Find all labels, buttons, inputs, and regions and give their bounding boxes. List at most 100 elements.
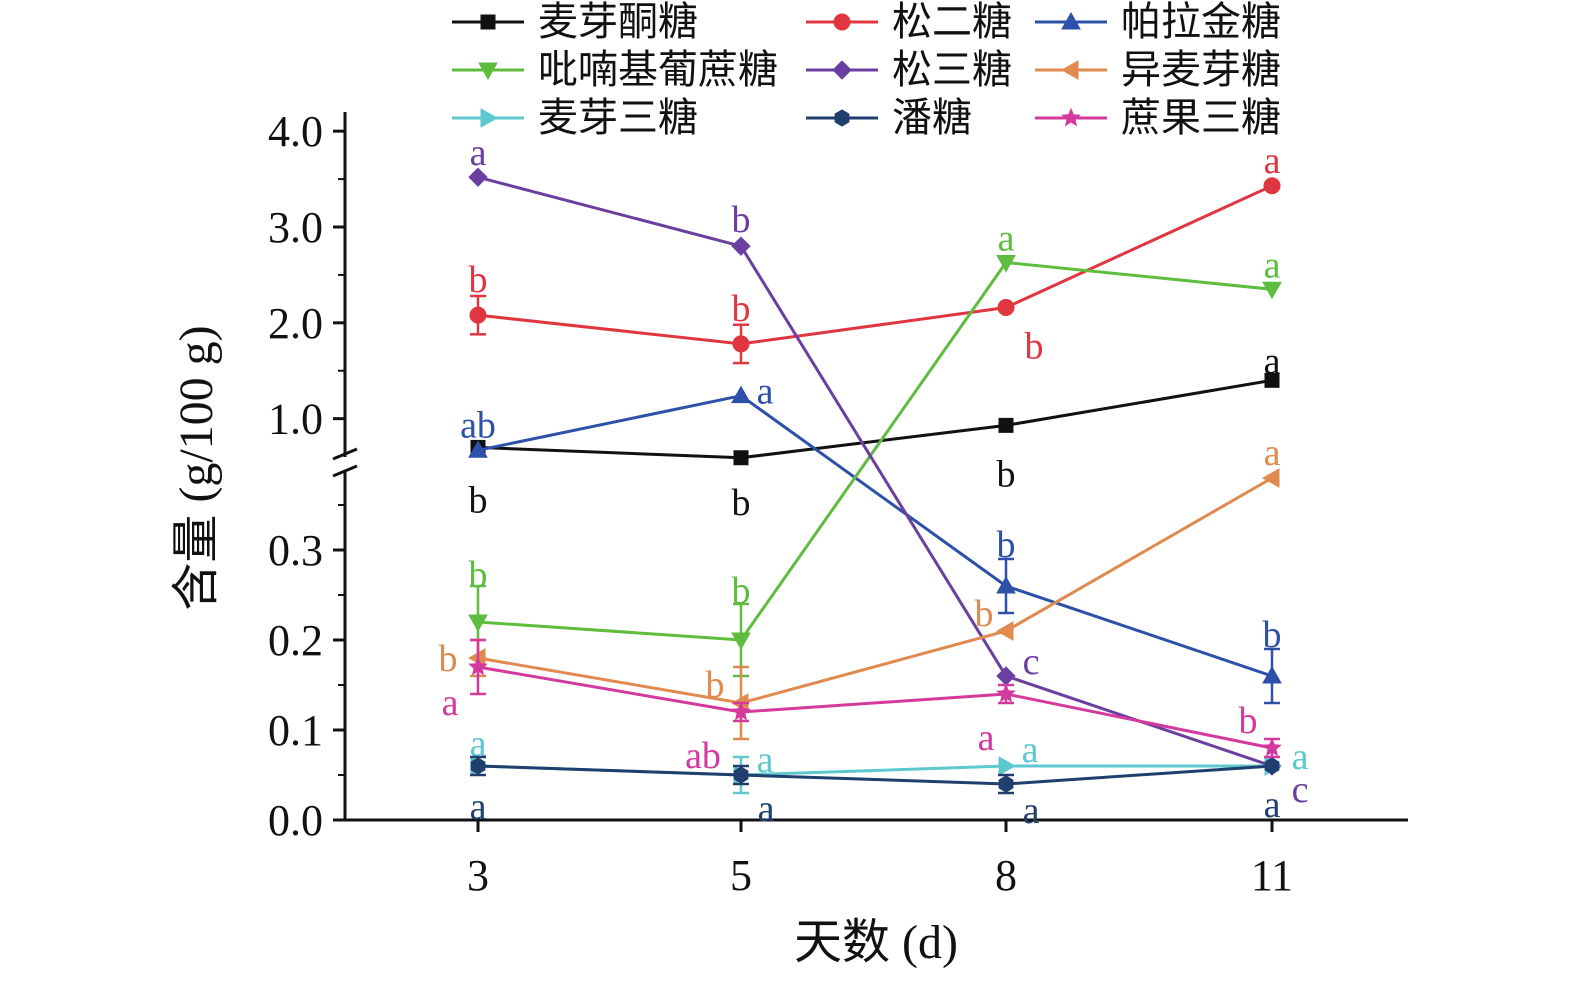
data-point bbox=[733, 450, 749, 466]
legend-item: 蔗果三糖 bbox=[1035, 95, 1281, 140]
significance-label: a bbox=[470, 132, 487, 174]
data-point bbox=[832, 60, 852, 80]
significance-label: a bbox=[1264, 244, 1281, 286]
data-point bbox=[1061, 11, 1081, 30]
series-line bbox=[477, 184, 1273, 346]
axis-break-line-lower bbox=[332, 464, 358, 478]
data-point bbox=[478, 62, 498, 81]
significance-label: b bbox=[732, 570, 751, 612]
series-line bbox=[477, 476, 1273, 705]
data-point bbox=[731, 385, 751, 404]
y-tick-label: 0.3 bbox=[268, 526, 323, 575]
significance-label: b bbox=[469, 259, 488, 301]
data-point bbox=[1060, 60, 1079, 80]
data-point bbox=[834, 109, 850, 127]
legend-item: 松三糖 bbox=[806, 47, 1012, 92]
data-point bbox=[731, 236, 751, 256]
data-point bbox=[998, 775, 1014, 793]
significance-label: a bbox=[1023, 790, 1040, 832]
data-point bbox=[480, 108, 499, 128]
series-line bbox=[477, 764, 1273, 786]
legend-label: 帕拉金糖 bbox=[1121, 0, 1281, 44]
significance-label: b bbox=[732, 482, 751, 524]
series-line bbox=[477, 378, 1273, 460]
significance-label: a bbox=[442, 682, 459, 724]
legend-label: 吡喃基葡蔗糖 bbox=[538, 47, 778, 92]
x-ticks: 3 5 8 11 bbox=[467, 820, 1293, 900]
legend-item: 麦芽三糖 bbox=[452, 95, 698, 140]
data-point bbox=[468, 440, 488, 458]
significance-label: b bbox=[1239, 700, 1258, 742]
significance-label: b bbox=[975, 593, 994, 635]
data-point bbox=[1264, 757, 1280, 775]
x-tick-label: 11 bbox=[1251, 851, 1293, 900]
significance-label: a bbox=[1022, 729, 1039, 771]
data-point bbox=[1262, 665, 1282, 684]
data-point bbox=[733, 766, 749, 784]
y-ticks: 0.0 0.1 0.2 0.3 1.0 2.0 3.0 4.0 bbox=[268, 107, 345, 845]
significance-label: ab bbox=[460, 404, 496, 446]
series-line bbox=[477, 665, 1273, 750]
y-tick-label: 0.0 bbox=[268, 796, 323, 845]
data-point bbox=[833, 13, 851, 31]
significance-label: a bbox=[978, 717, 995, 759]
y-tick-label: 3.0 bbox=[268, 203, 323, 252]
significance-label: b bbox=[732, 199, 751, 241]
series-2: b b b a bbox=[469, 140, 1281, 368]
y-tick-label: 0.1 bbox=[268, 706, 323, 755]
data-point bbox=[996, 254, 1016, 273]
data-point bbox=[1262, 737, 1282, 757]
significance-label: b bbox=[1025, 326, 1044, 368]
data-point bbox=[1264, 372, 1280, 388]
significance-label: c bbox=[1292, 769, 1309, 811]
y-tick-label: 4.0 bbox=[268, 107, 323, 156]
significance-label: b bbox=[439, 638, 458, 680]
significance-label: b bbox=[997, 453, 1016, 495]
data-point bbox=[1263, 177, 1281, 195]
significance-label: b bbox=[706, 664, 725, 706]
data-point bbox=[468, 167, 488, 187]
significance-label: b bbox=[732, 288, 751, 330]
axis-break-line-upper bbox=[332, 447, 358, 461]
data-point bbox=[480, 14, 496, 30]
axes: 0.0 0.1 0.2 0.3 1.0 2.0 3.0 4.0 3 5 8 11 bbox=[268, 107, 1408, 900]
significance-label: b bbox=[1263, 614, 1282, 656]
legend-item: 吡喃基葡蔗糖 bbox=[452, 47, 778, 92]
significance-label: a bbox=[757, 739, 774, 781]
data-point bbox=[995, 621, 1014, 641]
legend-label: 麦芽酮糖 bbox=[538, 0, 698, 44]
series-line bbox=[477, 394, 1273, 678]
significance-label: a bbox=[1264, 140, 1281, 182]
legend-label: 潘糖 bbox=[892, 95, 972, 140]
data-point bbox=[1262, 281, 1282, 300]
data-point bbox=[732, 335, 750, 353]
legend-item: 异麦芽糖 bbox=[1035, 47, 1281, 92]
significance-label: a bbox=[1264, 340, 1281, 382]
data-point bbox=[468, 656, 488, 676]
data-point bbox=[731, 632, 751, 651]
data-point bbox=[1061, 107, 1081, 127]
legend-item: 麦芽酮糖 bbox=[452, 0, 698, 44]
legend-item: 帕拉金糖 bbox=[1035, 0, 1281, 44]
significance-label: c bbox=[1023, 641, 1040, 683]
data-point bbox=[997, 299, 1015, 316]
significance-label: a bbox=[1292, 736, 1309, 778]
data-point bbox=[470, 757, 486, 775]
legend-label: 异麦芽糖 bbox=[1121, 47, 1281, 92]
significance-label: a bbox=[1264, 784, 1281, 826]
significance-label: a bbox=[757, 371, 774, 413]
series-line bbox=[477, 260, 1273, 642]
y-tick-label: 2.0 bbox=[268, 299, 323, 348]
legend-item: 潘糖 bbox=[806, 95, 972, 140]
legend-label: 麦芽三糖 bbox=[538, 95, 698, 140]
data-point bbox=[998, 756, 1017, 776]
data-point bbox=[998, 417, 1014, 433]
x-axis-title: 天数 (d) bbox=[794, 916, 958, 969]
data-point bbox=[731, 701, 751, 721]
